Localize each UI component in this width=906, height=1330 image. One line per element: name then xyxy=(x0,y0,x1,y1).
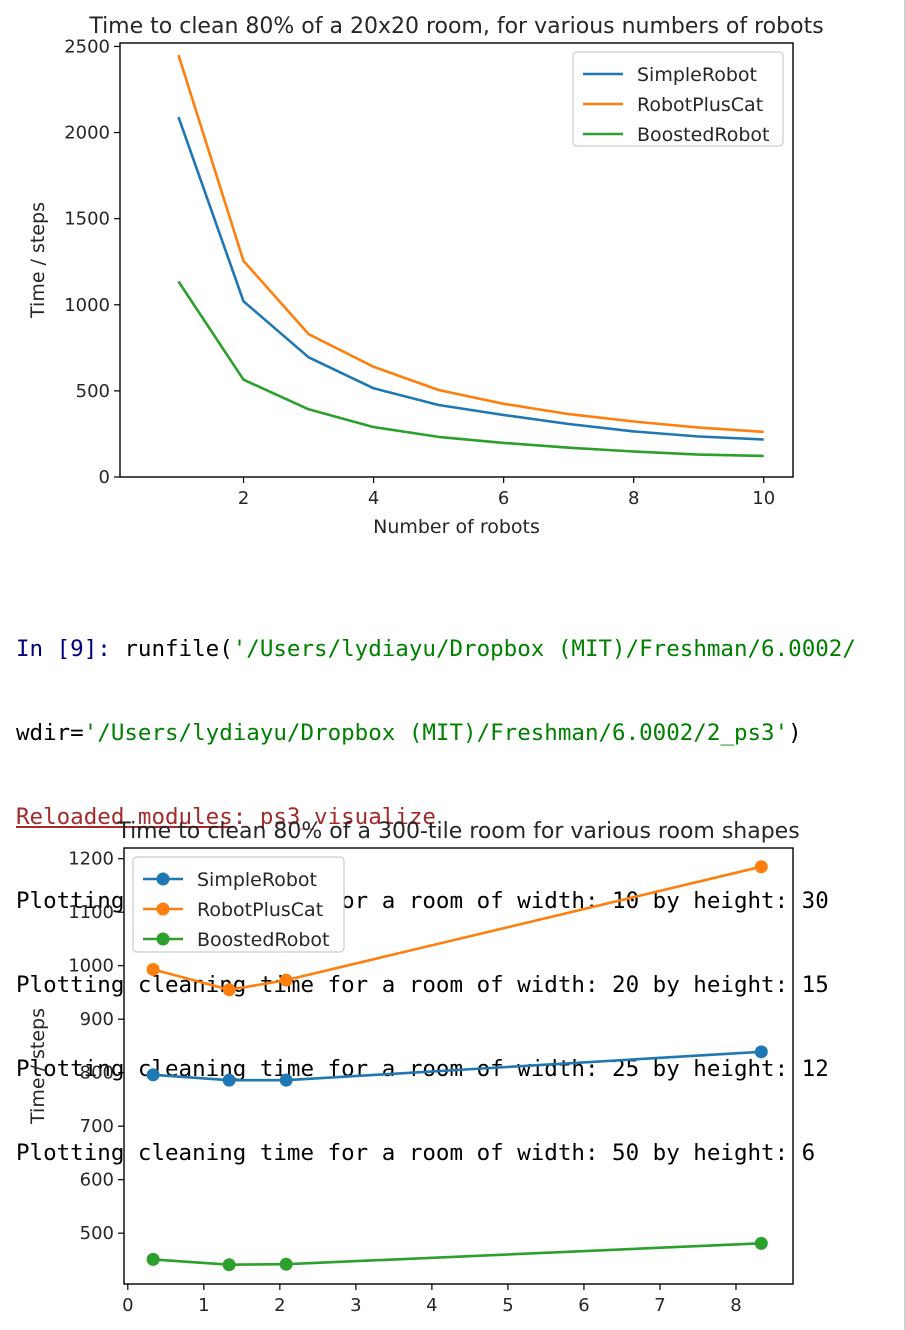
y-tick-label: 600 xyxy=(80,1170,114,1191)
data-point-RobotPlusCat xyxy=(279,973,293,987)
x-tick-label: 6 xyxy=(498,488,509,509)
y-tick-label: 1200 xyxy=(68,849,114,870)
data-point-RobotPlusCat xyxy=(222,983,236,997)
data-point-BoostedRobot xyxy=(754,1236,768,1250)
wdir-label: wdir= xyxy=(16,720,84,746)
reloaded-sep: : xyxy=(232,804,260,830)
x-tick-label: 8 xyxy=(628,488,639,509)
y-tick-label: 1500 xyxy=(64,209,110,230)
y-axis-label: Time / steps xyxy=(27,202,49,319)
input-prompt: In [9]: xyxy=(16,636,111,662)
x-tick-label: 4 xyxy=(368,488,379,509)
legend-label: SimpleRobot xyxy=(197,869,317,891)
y-tick-label: 900 xyxy=(80,1009,114,1030)
x-tick-label: 8 xyxy=(730,1295,741,1316)
y-tick-label: 1000 xyxy=(68,956,114,977)
legend-marker-SimpleRobot xyxy=(156,872,170,886)
x-tick-label: 4 xyxy=(426,1295,437,1316)
data-point-BoostedRobot xyxy=(222,1258,236,1272)
legend-box xyxy=(132,856,345,953)
data-point-SimpleRobot xyxy=(146,1068,160,1082)
data-point-RobotPlusCat xyxy=(146,962,160,976)
data-point-BoostedRobot xyxy=(279,1257,293,1271)
x-axis-label: Number of robots xyxy=(373,516,540,538)
y-tick-label: 700 xyxy=(80,1116,114,1137)
legend-label: BoostedRobot xyxy=(197,929,330,951)
y-tick-label: 0 xyxy=(99,467,110,488)
x-tick-label: 6 xyxy=(578,1295,589,1316)
y-tick-label: 2500 xyxy=(64,36,110,57)
y-tick-label: 500 xyxy=(76,381,110,402)
x-tick-label: 10 xyxy=(752,488,775,509)
y-tick-label: 2000 xyxy=(64,123,110,144)
console-wdir-line: wdir='/Users/lydiayu/Dropbox (MIT)/Fresh… xyxy=(16,719,906,747)
data-point-SimpleRobot xyxy=(754,1045,768,1059)
data-point-SimpleRobot xyxy=(222,1073,236,1087)
runfile-call: runfile( xyxy=(110,636,233,662)
console-input-line: In [9]: runfile('/Users/lydiayu/Dropbox … xyxy=(16,635,906,663)
series-line-SimpleRobot xyxy=(153,1050,762,1082)
plot-frame xyxy=(123,847,794,1285)
legend-marker-BoostedRobot xyxy=(156,932,170,946)
runfile-path: '/Users/lydiayu/Dropbox (MIT)/Freshman/6… xyxy=(232,636,856,662)
data-point-BoostedRobot xyxy=(146,1252,160,1266)
x-tick-label: 3 xyxy=(350,1295,361,1316)
plot-frame xyxy=(119,42,794,478)
series-line-RobotPlusCat xyxy=(152,865,762,992)
close-paren: ) xyxy=(788,720,802,746)
x-tick-label: 2 xyxy=(274,1295,285,1316)
legend-label: BoostedRobot xyxy=(637,124,770,146)
data-point-RobotPlusCat xyxy=(754,860,768,874)
scrollbar-edge xyxy=(904,0,906,1330)
x-tick-label: 7 xyxy=(654,1295,665,1316)
series-line-RobotPlusCat xyxy=(177,54,764,434)
legend-box xyxy=(572,51,784,147)
data-point-SimpleRobot xyxy=(279,1073,293,1087)
plot-robots-vs-time: Time to clean 80% of a 20x20 room, for v… xyxy=(27,14,824,538)
legend-label: RobotPlusCat xyxy=(197,899,323,921)
plot-room-shapes: Time to clean 80% of a 300-tile room for… xyxy=(27,819,800,1316)
y-axis-label: Time / steps xyxy=(27,1008,49,1125)
legend-marker-RobotPlusCat xyxy=(156,902,170,916)
chart-title: Time to clean 80% of a 20x20 room, for v… xyxy=(88,14,823,39)
x-tick-label: 5 xyxy=(502,1295,513,1316)
x-tick-label: 2 xyxy=(238,488,249,509)
output-line: Plotting cleaning time for a room of wid… xyxy=(16,972,829,998)
y-tick-label: 500 xyxy=(80,1223,114,1244)
reloaded-module-name: ps3_visualize xyxy=(259,804,436,830)
chart-title: Time to clean 80% of a 300-tile room for… xyxy=(116,819,799,844)
reloaded-modules-link[interactable]: Reloaded modules xyxy=(16,804,233,830)
series-line-SimpleRobot xyxy=(177,116,764,441)
series-line-BoostedRobot xyxy=(177,280,764,458)
y-tick-label: 1000 xyxy=(64,295,110,316)
wdir-path: '/Users/lydiayu/Dropbox (MIT)/Freshman/6… xyxy=(83,720,789,746)
y-tick-label: 1100 xyxy=(68,902,114,923)
legend-label: SimpleRobot xyxy=(637,64,757,86)
x-tick-label: 0 xyxy=(122,1295,133,1316)
output-line: Plotting cleaning time for a room of wid… xyxy=(16,1140,816,1166)
series-line-BoostedRobot xyxy=(153,1242,762,1267)
reloaded-modules-line: Reloaded modules: ps3_visualize xyxy=(16,803,906,831)
x-tick-label: 1 xyxy=(198,1295,209,1316)
legend-label: RobotPlusCat xyxy=(637,94,763,116)
y-tick-label: 800 xyxy=(80,1063,114,1084)
